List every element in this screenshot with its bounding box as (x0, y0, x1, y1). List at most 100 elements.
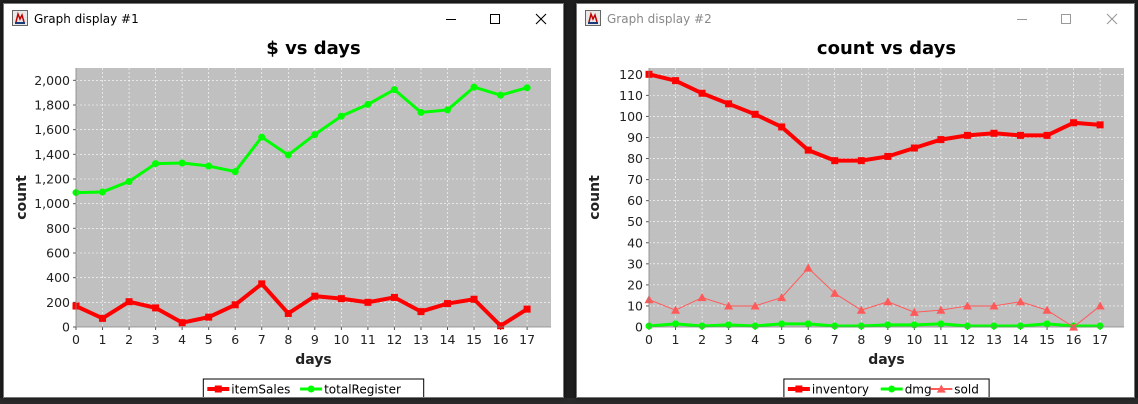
series-dmg (645, 320, 1104, 330)
data-point-dmg (698, 322, 706, 330)
close-button[interactable] (1089, 4, 1135, 33)
x-tick-label: 6 (804, 332, 812, 347)
data-point-inventory (963, 131, 971, 139)
close-button[interactable] (518, 4, 564, 33)
x-tick-label: 0 (72, 332, 80, 347)
data-point-totalRegister (99, 188, 107, 196)
x-tick-label: 0 (645, 332, 653, 347)
x-tick-label: 1 (672, 332, 680, 347)
data-point-itemSales (470, 295, 478, 303)
data-point-dmg (751, 322, 759, 330)
x-tick-label: 11 (933, 332, 949, 347)
data-point-dmg (857, 322, 865, 330)
legend-swatch-marker (795, 385, 803, 393)
data-point-itemSales (125, 298, 133, 306)
minimize-button[interactable] (999, 4, 1045, 33)
series-totalRegister (72, 83, 531, 197)
y-tick-label: 1,800 (34, 98, 70, 113)
data-point-inventory (884, 152, 892, 160)
x-tick-label: 7 (258, 332, 266, 347)
y-tick-label: 0 (62, 320, 70, 335)
data-point-sold (936, 305, 946, 314)
data-point-itemSales (497, 322, 505, 330)
data-point-dmg (1043, 320, 1051, 328)
data-point-dmg (963, 322, 971, 330)
y-tick-label: 200 (46, 295, 70, 310)
data-point-itemSales (99, 314, 107, 322)
series-itemSales (72, 280, 531, 330)
data-point-totalRegister (364, 100, 372, 108)
y-tick-label: 40 (627, 235, 643, 250)
data-point-sold (724, 301, 734, 310)
y-tick-label: 800 (46, 221, 70, 236)
data-point-itemSales (337, 295, 345, 303)
graph-window-2[interactable]: Graph display #2 count vs days 0 10 20 30 40 5… (576, 3, 1135, 398)
data-point-dmg (778, 320, 786, 328)
x-tick-label: 6 (231, 332, 239, 347)
x-tick-label: 13 (413, 332, 429, 347)
data-point-dmg (672, 320, 680, 328)
legend-item-totalRegister: totalRegister (300, 383, 401, 397)
title-bar[interactable]: Graph display #2 (577, 4, 1134, 33)
x-tick-label: 9 (311, 332, 319, 347)
x-tick-label: 10 (906, 332, 922, 347)
data-point-inventory (831, 157, 839, 165)
java-app-icon (12, 10, 28, 26)
legend-item-inventory: inventory (787, 383, 869, 397)
data-point-sold (909, 307, 919, 316)
data-point-sold (1095, 301, 1105, 310)
x-tick-label: 16 (1066, 332, 1082, 347)
data-point-inventory (990, 129, 998, 137)
y-axis-label: count (587, 175, 603, 220)
data-point-totalRegister (178, 159, 186, 167)
data-point-sold (777, 293, 787, 302)
legend-label: inventory (812, 383, 869, 397)
x-tick-label: 10 (333, 332, 349, 347)
window-title: Graph display #2 (607, 12, 712, 26)
data-point-dmg (1017, 322, 1025, 330)
y-axis-label: count (14, 175, 30, 220)
data-point-inventory (698, 89, 706, 97)
data-point-sold (883, 297, 893, 306)
data-point-inventory (778, 123, 786, 131)
series-line-inventory (647, 72, 1103, 163)
y-tick-label: 20 (627, 277, 643, 292)
maximize-button[interactable] (1043, 4, 1089, 33)
x-tick-label: 2 (125, 332, 133, 347)
data-point-totalRegister (337, 112, 345, 120)
chart-2: count vs days010203040506070809010011012… (587, 38, 1124, 397)
x-tick-label: 12 (959, 332, 975, 347)
x-tick-label: 12 (386, 332, 402, 347)
data-point-totalRegister (125, 177, 133, 185)
legend-swatch-marker (888, 385, 896, 393)
x-tick-label: 2 (698, 332, 706, 347)
title-bar[interactable]: Graph display #1 (4, 4, 563, 33)
series-line-totalRegister (74, 85, 529, 195)
data-point-inventory (1070, 119, 1078, 127)
legend-item-sold: sold (930, 383, 979, 397)
y-tick-label: 120 (619, 67, 643, 82)
y-tick-label: 90 (627, 130, 643, 145)
maximize-button[interactable] (472, 4, 518, 33)
graph-window-1[interactable]: Graph display #1 $ vs days 0 200 400 600 800 1… (3, 3, 564, 398)
data-point-dmg (831, 322, 839, 330)
minimize-button[interactable] (428, 4, 474, 33)
x-tick-label: 16 (493, 332, 509, 347)
data-point-itemSales (311, 292, 319, 300)
series-line-dmg (647, 322, 1102, 328)
legend-swatch-marker (307, 385, 315, 393)
data-point-sold (671, 305, 681, 314)
data-point-totalRegister (444, 106, 452, 114)
x-axis-label: days (868, 352, 905, 368)
x-tick-label: 5 (778, 332, 786, 347)
data-point-inventory (804, 146, 812, 154)
data-point-itemSales (258, 280, 266, 288)
x-tick-label: 5 (205, 332, 213, 347)
y-tick-label: 70 (627, 172, 643, 187)
x-tick-label: 4 (751, 332, 759, 347)
legend-label: itemSales (231, 383, 290, 397)
data-point-itemSales (444, 300, 452, 308)
data-point-sold (750, 301, 760, 310)
series-inventory (645, 70, 1104, 165)
data-point-itemSales (152, 304, 160, 312)
